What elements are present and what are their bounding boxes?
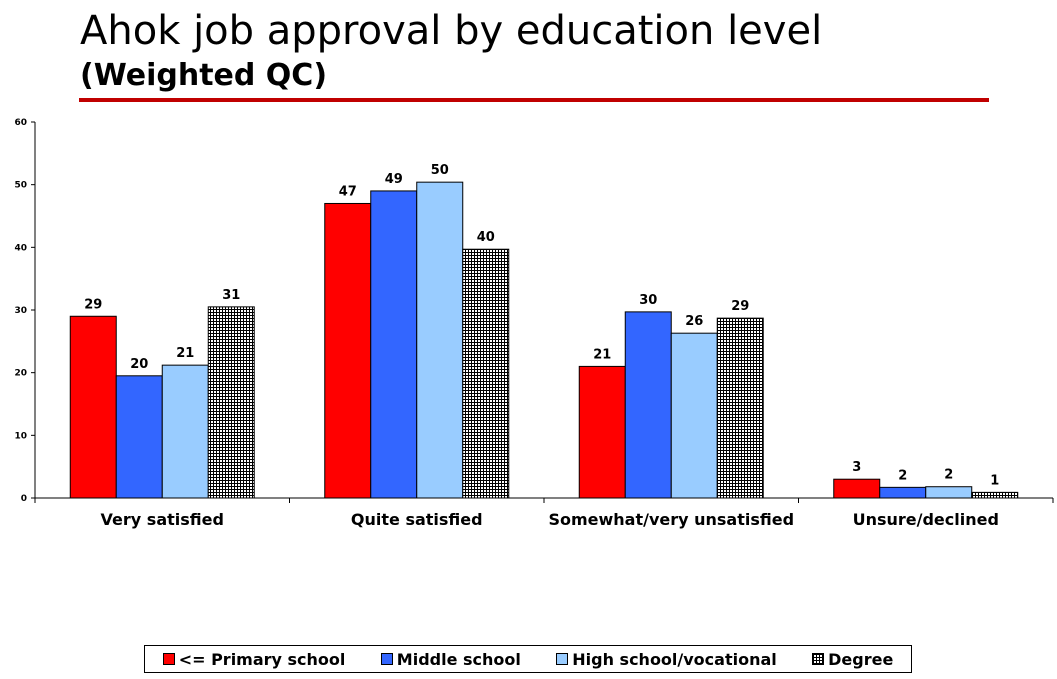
bar	[207, 306, 255, 499]
legend-swatch	[380, 653, 393, 665]
bar-data-label: 40	[477, 230, 495, 245]
y-tick-label: 20	[14, 369, 27, 379]
bar-data-label: 2	[898, 468, 907, 483]
bar-data-label: 21	[593, 347, 611, 362]
bar	[324, 202, 372, 499]
bar-data-label: 31	[222, 288, 240, 303]
bar-data-label: 29	[84, 297, 102, 312]
legend-label: High school/vocational	[572, 649, 777, 669]
bar	[462, 248, 510, 499]
bar-data-label: 29	[731, 299, 749, 314]
x-category-label: Quite satisfied	[351, 510, 483, 529]
bar	[925, 486, 973, 499]
x-category-label: Very satisfied	[101, 510, 224, 529]
bar	[115, 375, 163, 499]
bar	[833, 478, 881, 499]
legend-label: Middle school	[396, 649, 521, 669]
y-tick-label: 50	[14, 181, 27, 191]
page-title: Ahok job approval by education level	[80, 8, 823, 54]
title-underline	[79, 98, 989, 102]
bar	[716, 317, 764, 499]
legend-label: <= Primary school	[178, 649, 346, 669]
bar	[370, 190, 418, 499]
bar	[879, 486, 927, 499]
bar	[69, 315, 117, 499]
bar-data-label: 21	[176, 346, 194, 361]
y-tick-label: 0	[21, 494, 27, 504]
bar-data-label: 3	[852, 460, 861, 475]
bar-data-label: 49	[385, 172, 403, 187]
bar	[161, 364, 209, 499]
x-category-label: Somewhat/very unsatisfied	[548, 510, 794, 529]
bar-data-label: 30	[639, 293, 657, 308]
bar-data-label: 26	[685, 314, 703, 329]
legend-item: Middle school	[380, 649, 521, 669]
bar-data-label: 20	[130, 357, 148, 372]
bar-data-label: 1	[990, 473, 999, 488]
legend-item: Degree	[812, 650, 893, 669]
y-tick-label: 30	[14, 306, 27, 316]
bar-data-label: 47	[339, 184, 357, 199]
legend-label: Degree	[828, 649, 894, 669]
bar	[670, 332, 718, 499]
y-tick-label: 10	[14, 431, 27, 441]
bar	[971, 491, 1019, 499]
x-category-label: Unsure/declined	[853, 510, 999, 529]
y-tick-label: 40	[14, 243, 27, 253]
page-subtitle: (Weighted QC)	[80, 58, 328, 93]
y-tick-label: 60	[14, 118, 27, 128]
legend-swatch	[162, 653, 175, 665]
bar-data-label: 2	[944, 468, 953, 483]
legend-item: <= Primary school	[162, 649, 346, 669]
bar	[624, 311, 672, 499]
bar	[416, 181, 464, 499]
chart-legend: <= Primary school Middle school High schoo…	[144, 645, 912, 673]
bar-data-label: 50	[431, 163, 449, 178]
bar	[578, 365, 626, 499]
legend-swatch	[556, 653, 569, 665]
legend-item: High school/vocational	[556, 650, 777, 669]
legend-swatch	[812, 653, 825, 665]
